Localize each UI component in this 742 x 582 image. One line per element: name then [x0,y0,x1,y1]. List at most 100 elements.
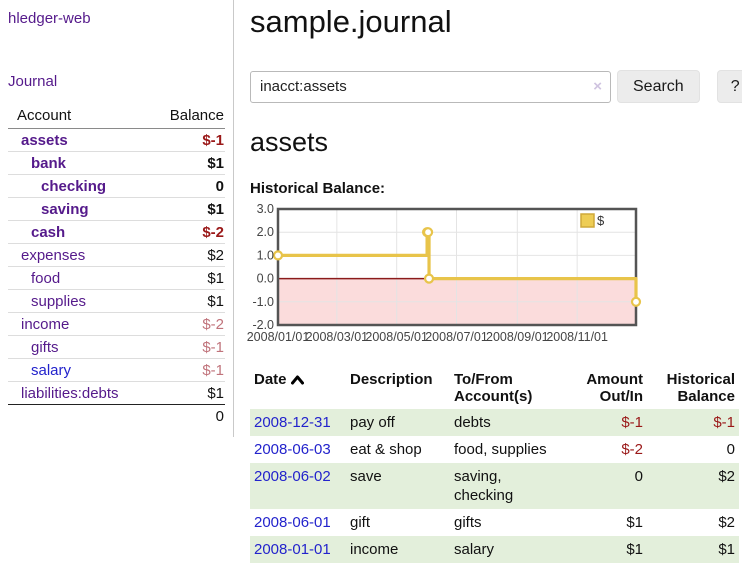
svg-text:-2.0: -2.0 [252,318,274,332]
account-balance: $-1 [145,335,225,359]
search-bar: × Search ? [250,70,742,103]
svg-text:2008/09/01: 2008/09/01 [486,330,549,344]
register-date-link[interactable]: 2008-06-03 [254,441,331,458]
account-row: assets $-1 [8,129,225,152]
register-row[interactable]: 2008-06-02 save saving, checking 0 $2 [250,463,739,509]
register-date-link[interactable]: 2008-06-02 [254,468,331,485]
svg-text:-1.0: -1.0 [252,295,274,309]
svg-text:0.0: 0.0 [257,272,274,286]
register-balance: $1 [718,541,735,558]
account-row: saving $1 [8,197,225,221]
account-link-supplies[interactable]: supplies [31,292,87,310]
account-balance: $1 [145,197,225,221]
register-balance: $-1 [713,414,735,431]
accounts-header-row: Account Balance [8,104,225,129]
register-header-row: Date Description To/From Account(s) Amou… [250,369,739,409]
accounts-total-row: 0 [8,404,225,428]
account-link-salary[interactable]: salary [31,361,72,379]
account-row: gifts $-1 [8,335,225,359]
date-column-header[interactable]: Date [250,369,346,409]
register-description: eat & shop [350,441,422,458]
register-amount: $1 [626,541,643,558]
clear-search-icon[interactable]: × [593,77,602,95]
svg-text:3.0: 3.0 [257,202,274,216]
sort-ascending-icon [290,372,304,389]
account-link-gifts[interactable]: gifts [31,338,59,356]
account-balance: $1 [145,151,225,175]
account-balance: $1 [145,289,225,313]
description-column-header: Description [350,371,433,388]
accounts-table: Account Balance assets $-1 bank $1 checking 0… [8,104,225,428]
account-row: checking 0 [8,174,225,198]
account-balance: $-1 [202,131,224,149]
account-row: income $-2 [8,312,225,336]
register-balance: $2 [718,514,735,531]
account-heading: assets [250,127,329,157]
svg-text:2008/05/01: 2008/05/01 [365,330,428,344]
svg-text:2008/07/01: 2008/07/01 [425,330,488,344]
account-link-liabilities-debts[interactable]: liabilities:debts [21,384,119,402]
account-balance: 0 [145,174,225,198]
register-row[interactable]: 2008-01-01 income salary $1 $1 [250,536,739,563]
register-accounts: salary [454,541,495,558]
svg-text:$: $ [597,213,605,228]
register-description: income [350,541,399,558]
register-amount: $1 [626,514,643,531]
register-balance: $2 [718,468,735,485]
hledger-web-page: hledger-web Journal Account Balance asse… [0,0,742,563]
account-balance: $-2 [145,312,225,336]
account-link-assets[interactable]: assets [21,131,68,149]
account-row: cash $-2 [8,220,225,244]
register-amount: $-1 [621,414,643,431]
register-row[interactable]: 2008-06-03 eat & shop food, supplies $-2 0 [250,436,739,463]
register-row[interactable]: 2008-12-31 pay off debts $-1 $-1 [250,409,739,436]
register-balance: 0 [726,441,735,458]
account-link-saving[interactable]: saving [41,200,89,218]
account-balance: $1 [145,266,225,290]
register-amount: $-2 [621,441,643,458]
register-date-link[interactable]: 2008-06-01 [254,514,331,531]
register-accounts: debts [454,414,491,431]
svg-text:2008/11/01: 2008/11/01 [546,330,608,344]
account-row: salary $-1 [8,358,225,382]
register-accounts: saving, checking [454,468,514,504]
svg-text:2008/01/01: 2008/01/01 [247,330,310,344]
register-accounts: gifts [454,514,482,531]
account-row: food $1 [8,266,225,290]
svg-text:2.0: 2.0 [257,225,274,239]
search-help-button[interactable]: ? [716,70,742,103]
register-date-link[interactable]: 2008-12-31 [254,414,331,431]
accounts-column-header: To/From Account(s) [454,371,533,405]
register-description: gift [350,514,371,531]
journal-nav-link[interactable]: Journal [8,73,58,90]
account-balance: $-2 [145,220,225,244]
account-link-bank[interactable]: bank [31,154,67,172]
register-date-link[interactable]: 2008-01-01 [254,541,331,558]
balance-column-header: Balance [145,104,225,129]
register-description: pay off [350,414,395,431]
account-balance: $1 [145,381,225,405]
account-link-checking[interactable]: checking [41,177,107,195]
account-row: supplies $1 [8,289,225,313]
account-link-food[interactable]: food [31,269,61,287]
page-title: sample.journal [250,4,452,39]
register-row[interactable]: 2008-06-01 gift gifts $1 $2 [250,509,739,536]
main-content: sample.journal × Search ? assets Histori… [234,0,742,563]
register-table: Date Description To/From Account(s) Amou… [250,369,739,563]
register-amount: 0 [634,468,643,485]
account-balance: $2 [145,243,225,267]
account-row: liabilities:debts $1 [8,381,225,405]
svg-text:1.0: 1.0 [257,248,274,262]
search-button[interactable]: Search [617,70,700,103]
register-description: save [350,468,382,485]
sidebar: hledger-web Journal Account Balance asse… [0,0,234,437]
register-accounts: food, supplies [454,441,547,458]
account-column-header: Account [8,104,146,129]
historical-balance-chart[interactable]: $3.0 2.0 1.0 0.0 -1.0 -2.0 2008/01/01 2008/03/0… [247,202,725,349]
account-link-cash[interactable]: cash [31,223,66,241]
account-link-expenses[interactable]: expenses [21,246,86,264]
app-title-link[interactable]: hledger-web [8,10,91,27]
account-link-income[interactable]: income [21,315,70,333]
search-input[interactable] [250,70,611,103]
accounts-total-value: 0 [145,404,225,428]
